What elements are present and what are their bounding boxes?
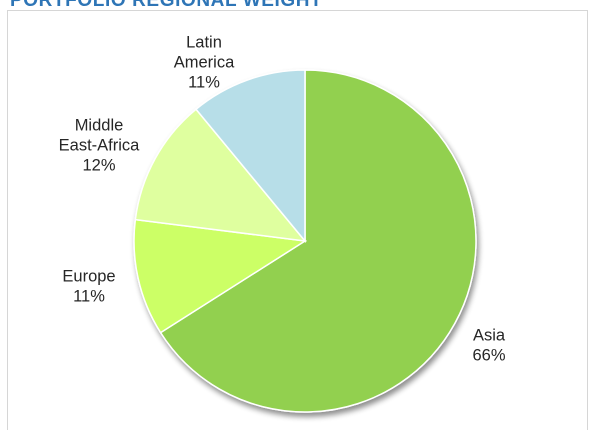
data-label-category: America	[174, 53, 235, 71]
pie-slice-europe	[133, 218, 308, 334]
pie-slice-middle-east-africa	[134, 108, 307, 242]
pie-slice-asia	[159, 69, 477, 413]
pie-slices	[133, 69, 477, 413]
data-label-category: Europe	[62, 267, 115, 285]
chart-title: PORTFOLIO REGIONAL WEIGHT	[10, 0, 323, 11]
data-label-percent: 12%	[82, 156, 115, 174]
data-label-category: East-Africa	[59, 136, 141, 154]
data-label-category: Middle	[75, 116, 124, 134]
data-label-percent: 66%	[472, 346, 505, 364]
data-label-category: Latin	[186, 33, 222, 51]
pie-slice-latin-america	[194, 69, 306, 244]
data-label-percent: 11%	[188, 73, 220, 91]
data-label-percent: 11%	[73, 287, 105, 305]
pie-labels: Asia 66% Europe 11% Middle East-Africa 12% Lati…	[59, 33, 506, 364]
data-label-category: Asia	[473, 326, 506, 344]
